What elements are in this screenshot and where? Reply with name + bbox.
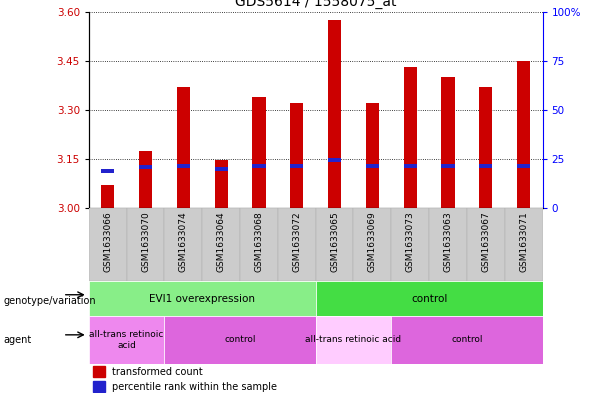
Bar <box>316 281 543 316</box>
Bar <box>316 208 354 281</box>
Text: GSM1633067: GSM1633067 <box>481 211 490 272</box>
Text: control: control <box>411 294 447 304</box>
Bar <box>479 87 492 208</box>
Text: all-trans retinoic acid: all-trans retinoic acid <box>305 336 402 344</box>
Bar <box>517 164 530 168</box>
Bar <box>164 316 316 364</box>
Text: GSM1633074: GSM1633074 <box>179 211 188 272</box>
Bar <box>467 208 504 281</box>
Bar <box>290 103 303 208</box>
Bar <box>366 103 379 208</box>
Bar <box>139 165 152 169</box>
Bar <box>328 158 341 162</box>
Text: GSM1633071: GSM1633071 <box>519 211 528 272</box>
Bar <box>441 164 455 168</box>
Bar <box>93 381 105 391</box>
Bar <box>403 164 417 168</box>
Bar <box>177 87 190 208</box>
Bar <box>517 61 530 208</box>
Text: EVI1 overexpression: EVI1 overexpression <box>150 294 255 304</box>
Bar <box>316 316 391 364</box>
Bar <box>89 208 127 281</box>
Bar <box>127 208 164 281</box>
Bar <box>139 151 152 208</box>
Bar <box>391 208 429 281</box>
Bar <box>101 169 115 173</box>
Text: GSM1633070: GSM1633070 <box>141 211 150 272</box>
Bar <box>164 208 202 281</box>
Bar <box>253 164 265 168</box>
Bar <box>391 316 543 364</box>
Bar <box>504 208 543 281</box>
Bar <box>89 281 316 316</box>
Text: GSM1633065: GSM1633065 <box>330 211 339 272</box>
Text: genotype/variation: genotype/variation <box>3 296 96 306</box>
Text: GSM1633069: GSM1633069 <box>368 211 377 272</box>
Bar <box>215 160 228 208</box>
Bar <box>429 208 467 281</box>
Text: GSM1633073: GSM1633073 <box>406 211 415 272</box>
Text: control: control <box>451 336 482 344</box>
Bar <box>403 68 417 208</box>
Bar <box>89 316 164 364</box>
Bar <box>366 164 379 168</box>
Bar <box>479 164 492 168</box>
Text: GSM1633063: GSM1633063 <box>443 211 452 272</box>
Bar <box>240 208 278 281</box>
Title: GDS5614 / 1558075_at: GDS5614 / 1558075_at <box>235 0 397 9</box>
Bar <box>328 20 341 208</box>
Text: GSM1633068: GSM1633068 <box>254 211 264 272</box>
Text: GSM1633072: GSM1633072 <box>292 211 302 272</box>
Bar <box>290 164 303 168</box>
Text: agent: agent <box>3 335 31 345</box>
Bar <box>202 208 240 281</box>
Text: GSM1633064: GSM1633064 <box>216 211 226 272</box>
Text: GSM1633066: GSM1633066 <box>103 211 112 272</box>
Bar <box>93 366 105 377</box>
Bar <box>101 185 115 208</box>
Bar <box>215 167 228 171</box>
Bar <box>253 97 265 208</box>
Bar <box>441 77 455 208</box>
Bar <box>177 164 190 168</box>
Bar <box>354 208 391 281</box>
Text: transformed count: transformed count <box>112 367 202 377</box>
Bar <box>278 208 316 281</box>
Text: percentile rank within the sample: percentile rank within the sample <box>112 382 276 391</box>
Text: control: control <box>224 336 256 344</box>
Text: all-trans retinoic
acid: all-trans retinoic acid <box>89 330 164 350</box>
